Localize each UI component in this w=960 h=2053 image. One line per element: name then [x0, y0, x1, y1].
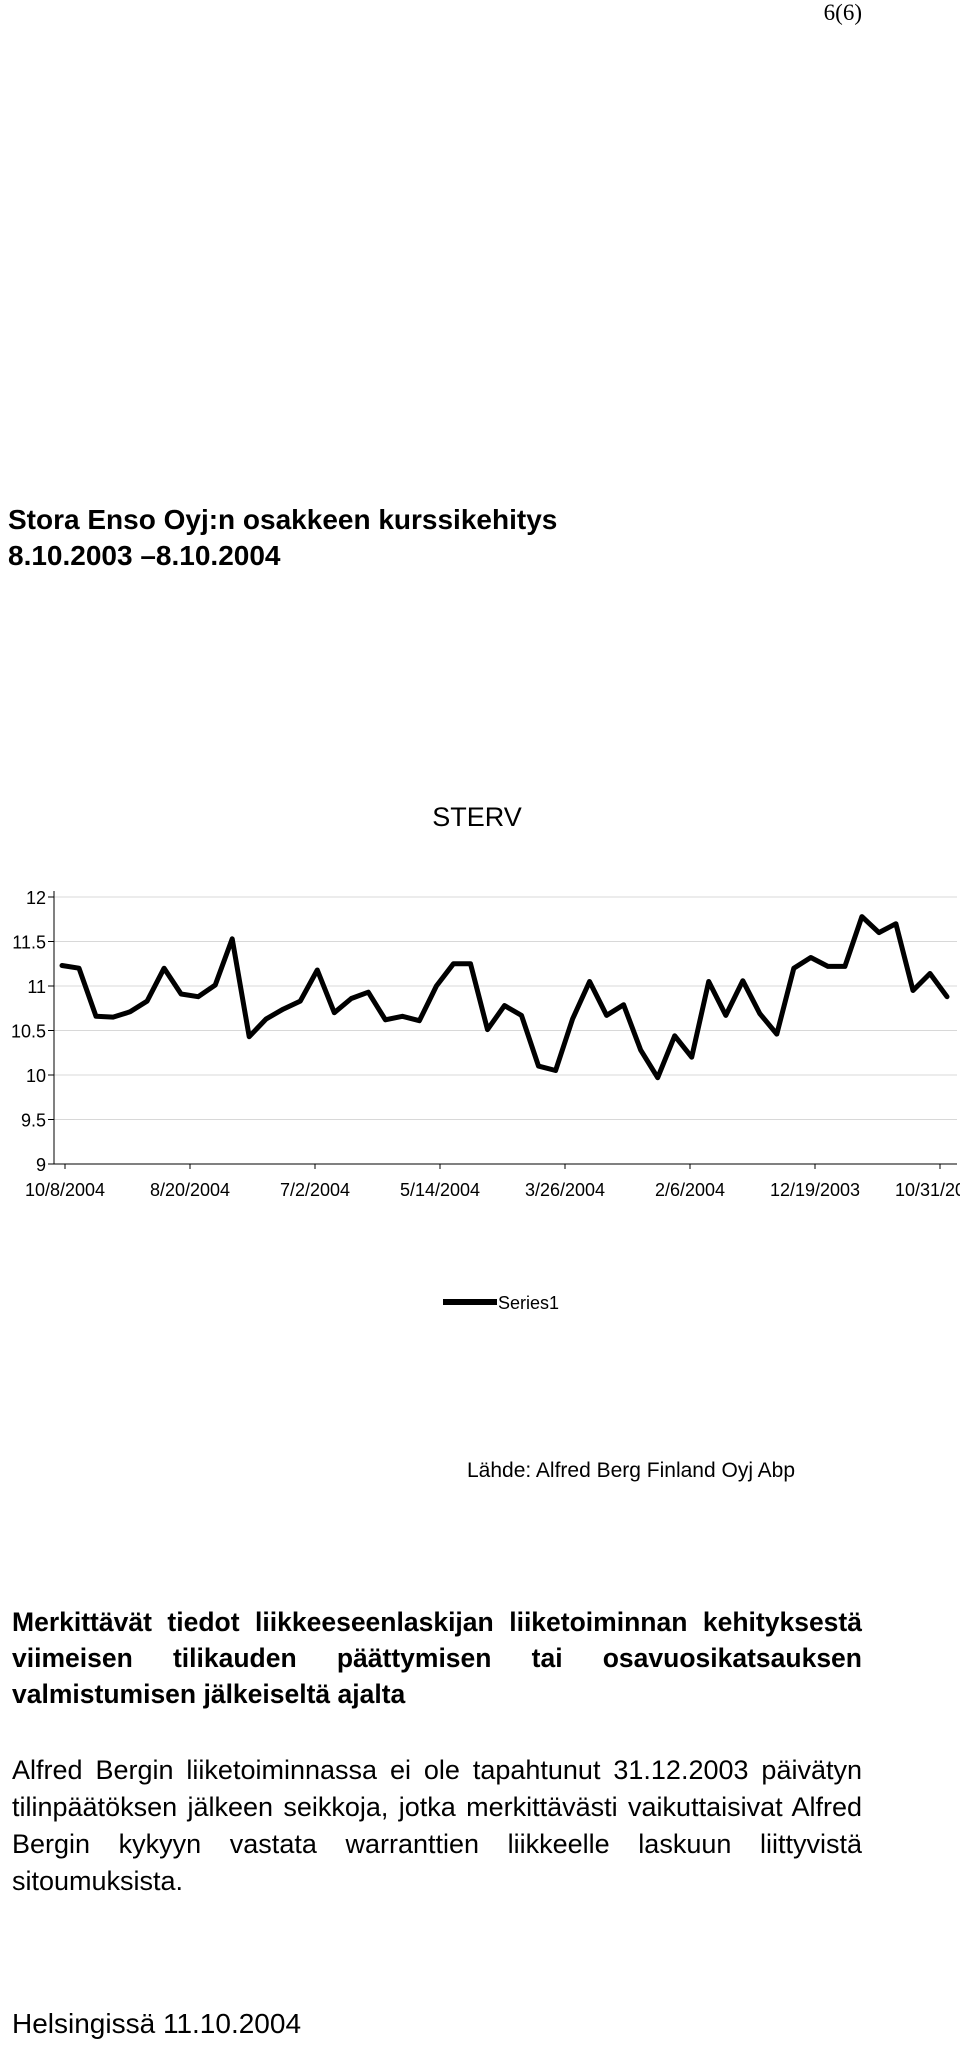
notice-heading: Merkittävät tiedot liikkeeseenlaskijan l…: [12, 1607, 862, 1709]
y-tick-label: 11: [27, 977, 46, 997]
document-heading: Stora Enso Oyj:n osakkeen kurssikehitys …: [8, 502, 557, 574]
page-number: 6(6): [823, 0, 862, 25]
x-tick-label: 5/14/2004: [400, 1180, 480, 1200]
notice-body: Alfred Bergin liiketoiminnassa ei ole ta…: [12, 1755, 862, 1896]
place-and-date: Helsingissä 11.10.2004: [12, 2008, 302, 2039]
x-axis: 10/8/2004 8/20/2004 7/2/2004 5/14/2004 3/26/…: [25, 1163, 960, 1200]
y-axis: 12 11.5 11 10.5 10 9.5 9: [11, 888, 55, 1175]
x-tick-label: 3/26/2004: [525, 1180, 605, 1200]
x-tick-label: 8/20/2004: [150, 1180, 230, 1200]
series-line-group: [59, 914, 950, 1081]
legend: Series1: [443, 1293, 559, 1313]
y-tick-label: 10.5: [11, 1022, 46, 1042]
gridlines: [54, 896, 957, 1165]
heading-line-1: Stora Enso Oyj:n osakkeen kurssikehitys: [8, 504, 558, 535]
y-tick-label: 9: [36, 1155, 46, 1175]
y-tick-label: 10: [26, 1066, 46, 1086]
y-tick-label: 9.5: [21, 1111, 46, 1131]
x-tick-label: 10/31/2003: [895, 1180, 960, 1200]
series-line: [59, 914, 950, 1081]
heading-line-2: 8.10.2003 –8.10.2004: [8, 540, 281, 571]
legend-label: Series1: [498, 1293, 559, 1313]
y-tick-label: 12: [26, 888, 46, 908]
x-tick-label: 2/6/2004: [655, 1180, 725, 1200]
y-tick-label: 11.5: [12, 933, 46, 953]
source-note: Lähde: Alfred Berg Finland Oyj Abp: [467, 1459, 796, 1482]
x-tick-label: 12/19/2003: [770, 1180, 860, 1200]
x-tick-label: 7/2/2004: [280, 1180, 350, 1200]
x-tick-label: 10/8/2004: [25, 1180, 105, 1200]
price-line-chart: STERV 12 11.5 11 10.5 10 9.5 9 10/8/2004 8/20/2…: [11, 802, 960, 1313]
chart-title: STERV: [432, 802, 522, 832]
